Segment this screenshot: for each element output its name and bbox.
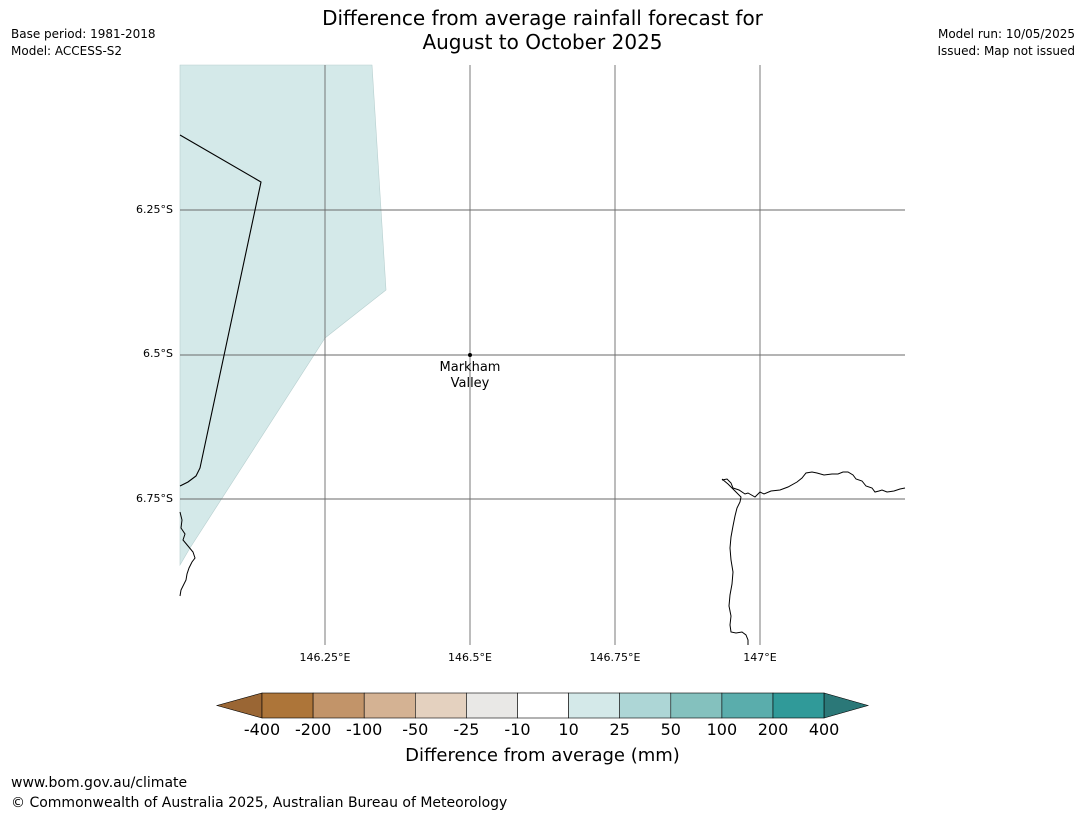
colorbar-box [619,692,672,719]
map-title-line2: August to October 2025 [422,30,663,54]
run-info: Model run: 10/05/2025 Issued: Map not is… [937,26,1075,60]
coastline-inlet [721,478,749,645]
colorbar-tick-label: -100 [346,720,383,739]
place-label-markham-valley: Markham Valley [410,360,530,392]
district-boundary [179,134,262,487]
colorbar-box [721,692,774,719]
markham-valley-marker [468,353,472,357]
colorbar [215,692,870,719]
issued-text: Issued: Map not issued [937,44,1075,58]
colorbar-tick-label: 10 [558,720,579,739]
colorbar-tick-label: 200 [757,720,789,739]
colorbar-box [363,692,416,719]
lon-label-146-75: 146.75°E [589,651,641,664]
colorbar-tick-label: 25 [609,720,630,739]
coastline-east [721,471,906,498]
place-name-line2: Valley [450,376,490,391]
shaded-anomaly-region [179,64,387,567]
colorbar-box [414,692,467,719]
colorbar-tick-label: -10 [504,720,531,739]
coastline-west [179,511,196,597]
colorbar-tick-label: 50 [660,720,681,739]
colorbar-tick-label: -25 [453,720,480,739]
colorbar-box [517,692,569,719]
model-info: Base period: 1981-2018 Model: ACCESS-S2 [11,26,156,60]
colorbar-box [772,692,825,719]
lon-label-147: 147°E [743,651,777,664]
colorbar-box [670,692,723,719]
lon-label-146-5: 146.5°E [448,651,492,664]
colorbar-tick-label: 400 [808,720,840,739]
colorbar-tick-label: -50 [402,720,429,739]
colorbar-extension-low [215,692,263,719]
lat-label-6-75: 6.75°S [136,492,173,505]
map-title-line1: Difference from average rainfall forecas… [322,6,763,30]
colorbar-box [568,692,620,719]
model-name-text: Model: ACCESS-S2 [11,44,123,58]
place-name-line1: Markham [439,360,501,375]
colorbar-box [312,692,365,719]
lat-label-6-25: 6.25°S [136,203,173,216]
footer-copyright: © Commonwealth of Australia 2025, Austra… [11,795,508,811]
base-period-text: Base period: 1981-2018 [11,27,156,41]
colorbar-box [466,692,518,719]
model-run-text: Model run: 10/05/2025 [937,27,1075,41]
map-title: Difference from average rainfall forecas… [0,6,1085,54]
colorbar-tick-label: 100 [706,720,738,739]
graticule [180,65,905,645]
lat-label-6-5: 6.5°S [143,347,173,360]
lon-label-146-25: 146.25°E [299,651,351,664]
colorbar-tick-label: -200 [294,720,332,739]
footer-url: www.bom.gov.au/climate [11,775,188,791]
colorbar-tick-label: -400 [243,720,281,739]
colorbar-extension-high [823,692,870,719]
colorbar-box [261,692,314,719]
colorbar-title: Difference from average (mm) [405,745,680,766]
